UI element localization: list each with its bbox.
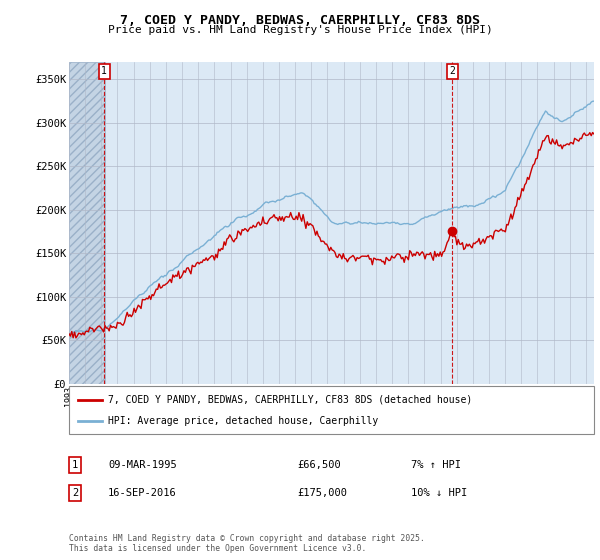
Text: Price paid vs. HM Land Registry's House Price Index (HPI): Price paid vs. HM Land Registry's House … <box>107 25 493 35</box>
Text: 2: 2 <box>72 488 78 498</box>
Text: £175,000: £175,000 <box>297 488 347 498</box>
Text: 1: 1 <box>101 67 107 76</box>
Text: 10% ↓ HPI: 10% ↓ HPI <box>411 488 467 498</box>
Text: 2: 2 <box>449 67 455 76</box>
Bar <box>69 62 104 384</box>
Text: 1: 1 <box>72 460 78 470</box>
Text: HPI: Average price, detached house, Caerphilly: HPI: Average price, detached house, Caer… <box>108 416 378 426</box>
Text: 7, COED Y PANDY, BEDWAS, CAERPHILLY, CF83 8DS (detached house): 7, COED Y PANDY, BEDWAS, CAERPHILLY, CF8… <box>108 395 472 405</box>
Text: 16-SEP-2016: 16-SEP-2016 <box>108 488 177 498</box>
Text: Contains HM Land Registry data © Crown copyright and database right 2025.
This d: Contains HM Land Registry data © Crown c… <box>69 534 425 553</box>
Text: £66,500: £66,500 <box>297 460 341 470</box>
Text: 09-MAR-1995: 09-MAR-1995 <box>108 460 177 470</box>
Text: 7% ↑ HPI: 7% ↑ HPI <box>411 460 461 470</box>
Text: 7, COED Y PANDY, BEDWAS, CAERPHILLY, CF83 8DS: 7, COED Y PANDY, BEDWAS, CAERPHILLY, CF8… <box>120 14 480 27</box>
